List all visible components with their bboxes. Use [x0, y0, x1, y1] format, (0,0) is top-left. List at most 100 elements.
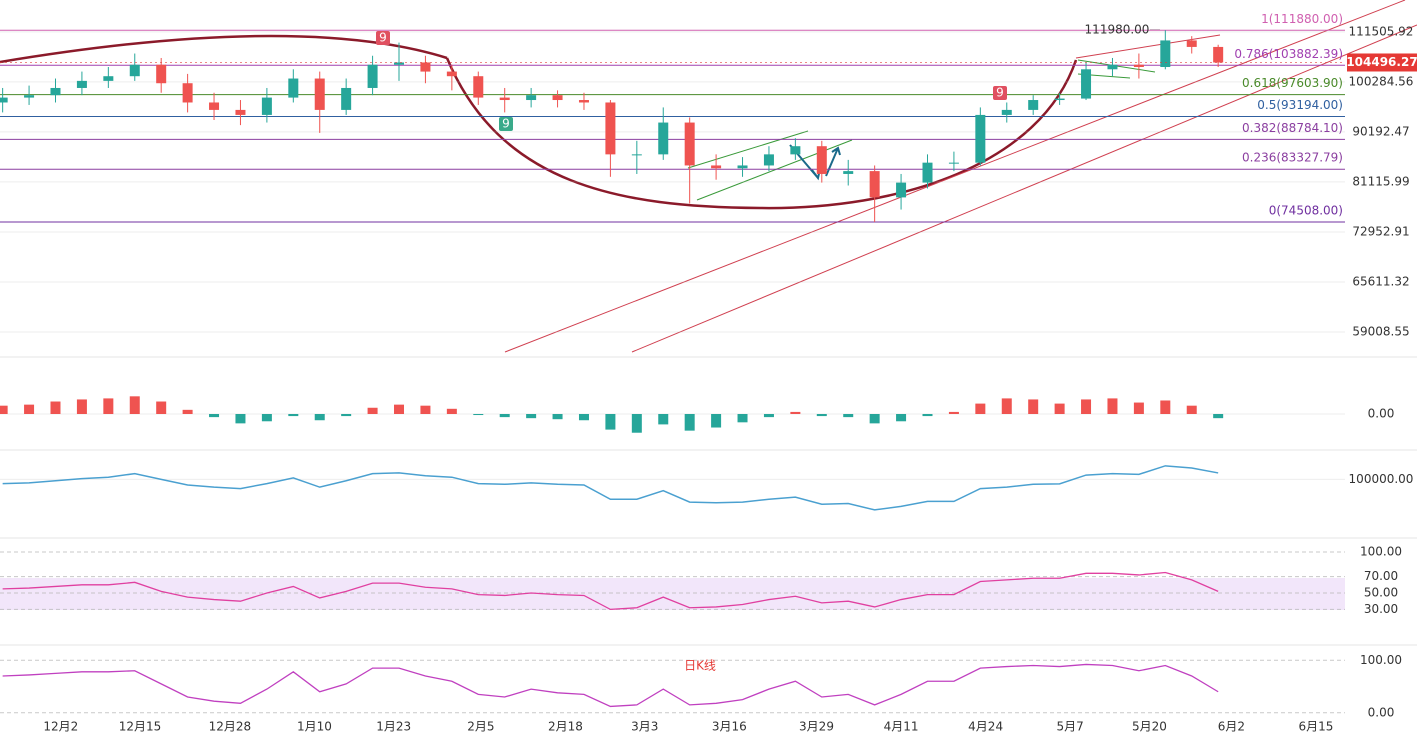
candle-body — [843, 171, 854, 174]
y-tick-label: 0.00 — [1368, 705, 1395, 719]
candle-body — [896, 182, 907, 198]
macd-bar — [578, 414, 589, 421]
y-tick-label: 111505.92 — [1349, 24, 1414, 38]
macd-bar — [209, 414, 220, 418]
x-tick-label: 2月5 — [467, 720, 494, 733]
macd-bar — [367, 407, 378, 414]
candle-body — [499, 97, 510, 101]
arrow — [789, 144, 841, 181]
y-tick-label: 70.00 — [1364, 569, 1398, 583]
y-tick-label: 30.00 — [1364, 602, 1398, 616]
drawings — [0, 0, 1417, 353]
wedge-line — [687, 130, 809, 169]
candle-body — [261, 97, 272, 115]
candle-body — [1001, 109, 1012, 115]
marker-badge — [993, 86, 1007, 100]
macd-bar — [816, 414, 827, 417]
macd-bar — [1133, 402, 1144, 414]
x-tick-label: 2月18 — [548, 720, 583, 733]
macd-bar — [737, 414, 748, 423]
candle-body — [1133, 64, 1144, 68]
price-badge — [1347, 53, 1417, 72]
annotation: 9 — [502, 117, 510, 131]
candle-body — [711, 165, 722, 169]
overlay-line — [2, 465, 1219, 511]
arc-bottom — [445, 57, 1078, 210]
macd-bar — [869, 414, 880, 424]
macd-bar — [605, 414, 616, 430]
x-tick-label: 6月2 — [1218, 720, 1245, 733]
fib-label: 0.382(88784.10) — [1242, 121, 1343, 135]
candle-body — [948, 162, 959, 164]
annotation: 9 — [379, 31, 387, 45]
macd-bar — [922, 414, 933, 417]
price-label: 104496.27 — [1346, 55, 1417, 69]
macd-bar — [1160, 400, 1171, 414]
macd-bar — [843, 414, 854, 418]
x-tick-label: 12月15 — [119, 720, 162, 733]
candle-body — [922, 162, 933, 183]
candle-body — [24, 95, 35, 98]
y-tick-label: 100.00 — [1360, 653, 1402, 667]
y-tick-label: 0.00 — [1368, 407, 1395, 421]
candle-body — [209, 102, 220, 110]
candle-body — [473, 76, 484, 98]
fib-label: 0(74508.00) — [1269, 204, 1343, 218]
macd-bar — [156, 401, 167, 414]
candle-body — [0, 97, 8, 103]
channel-line — [504, 0, 1406, 353]
marker-badge — [376, 31, 390, 45]
candle-body — [605, 102, 616, 155]
arc-top — [0, 34, 448, 64]
rsi-zone — [0, 578, 1345, 610]
macd-bar — [658, 414, 669, 425]
macd-bar — [684, 414, 695, 431]
indicator-line — [2, 571, 1219, 611]
y-tick-label: 100000.00 — [1349, 472, 1414, 486]
fib-label: 0.786(103882.39) — [1234, 47, 1343, 61]
candle-body — [1081, 69, 1092, 99]
x-tick-label: 5月20 — [1132, 720, 1167, 733]
candle-body — [658, 122, 669, 155]
candle-body — [288, 78, 299, 98]
y-tick-label: 100.00 — [1360, 545, 1402, 559]
candle-body — [1107, 64, 1118, 70]
x-tick-label: 12月28 — [209, 720, 252, 733]
fib-label: 0.236(83327.79) — [1242, 151, 1343, 165]
x-tick-label: 6月15 — [1298, 720, 1333, 733]
candle-body — [420, 62, 431, 72]
panel-title: 日K线 — [684, 659, 716, 673]
macd-bar — [790, 411, 801, 414]
candle-body — [50, 87, 61, 96]
y-tick-label: 50.00 — [1364, 586, 1398, 600]
candle-body — [869, 171, 880, 198]
macd-bar — [1213, 414, 1224, 419]
candle-body — [1054, 98, 1065, 101]
macd-bar — [394, 404, 405, 414]
macd-bar — [341, 414, 352, 417]
candle-body — [182, 83, 193, 103]
candle-body — [446, 71, 457, 77]
y-tick-label: 59008.55 — [1352, 325, 1409, 339]
candle-body — [394, 62, 405, 65]
macd-bar — [129, 396, 140, 414]
candle-body — [790, 146, 801, 155]
y-tick-label: 81115.99 — [1352, 174, 1409, 188]
channel-line — [1075, 34, 1221, 59]
annotation: 9 — [996, 86, 1004, 100]
x-tick-label: 12月2 — [43, 720, 78, 733]
candle-body — [1160, 40, 1171, 68]
marker-badge — [499, 117, 513, 131]
candle-body — [737, 165, 748, 169]
macd-bar — [948, 411, 959, 414]
macd-bar — [473, 414, 484, 416]
macd-bar — [314, 414, 325, 421]
candle-body — [684, 122, 695, 166]
y-tick-label: 72952.91 — [1352, 224, 1409, 238]
fib-label: 0.618(97603.90) — [1242, 76, 1343, 90]
macd-bar — [526, 414, 537, 419]
candle-body — [103, 76, 114, 81]
x-tick-label: 4月24 — [968, 720, 1003, 733]
candle-body — [76, 80, 87, 88]
